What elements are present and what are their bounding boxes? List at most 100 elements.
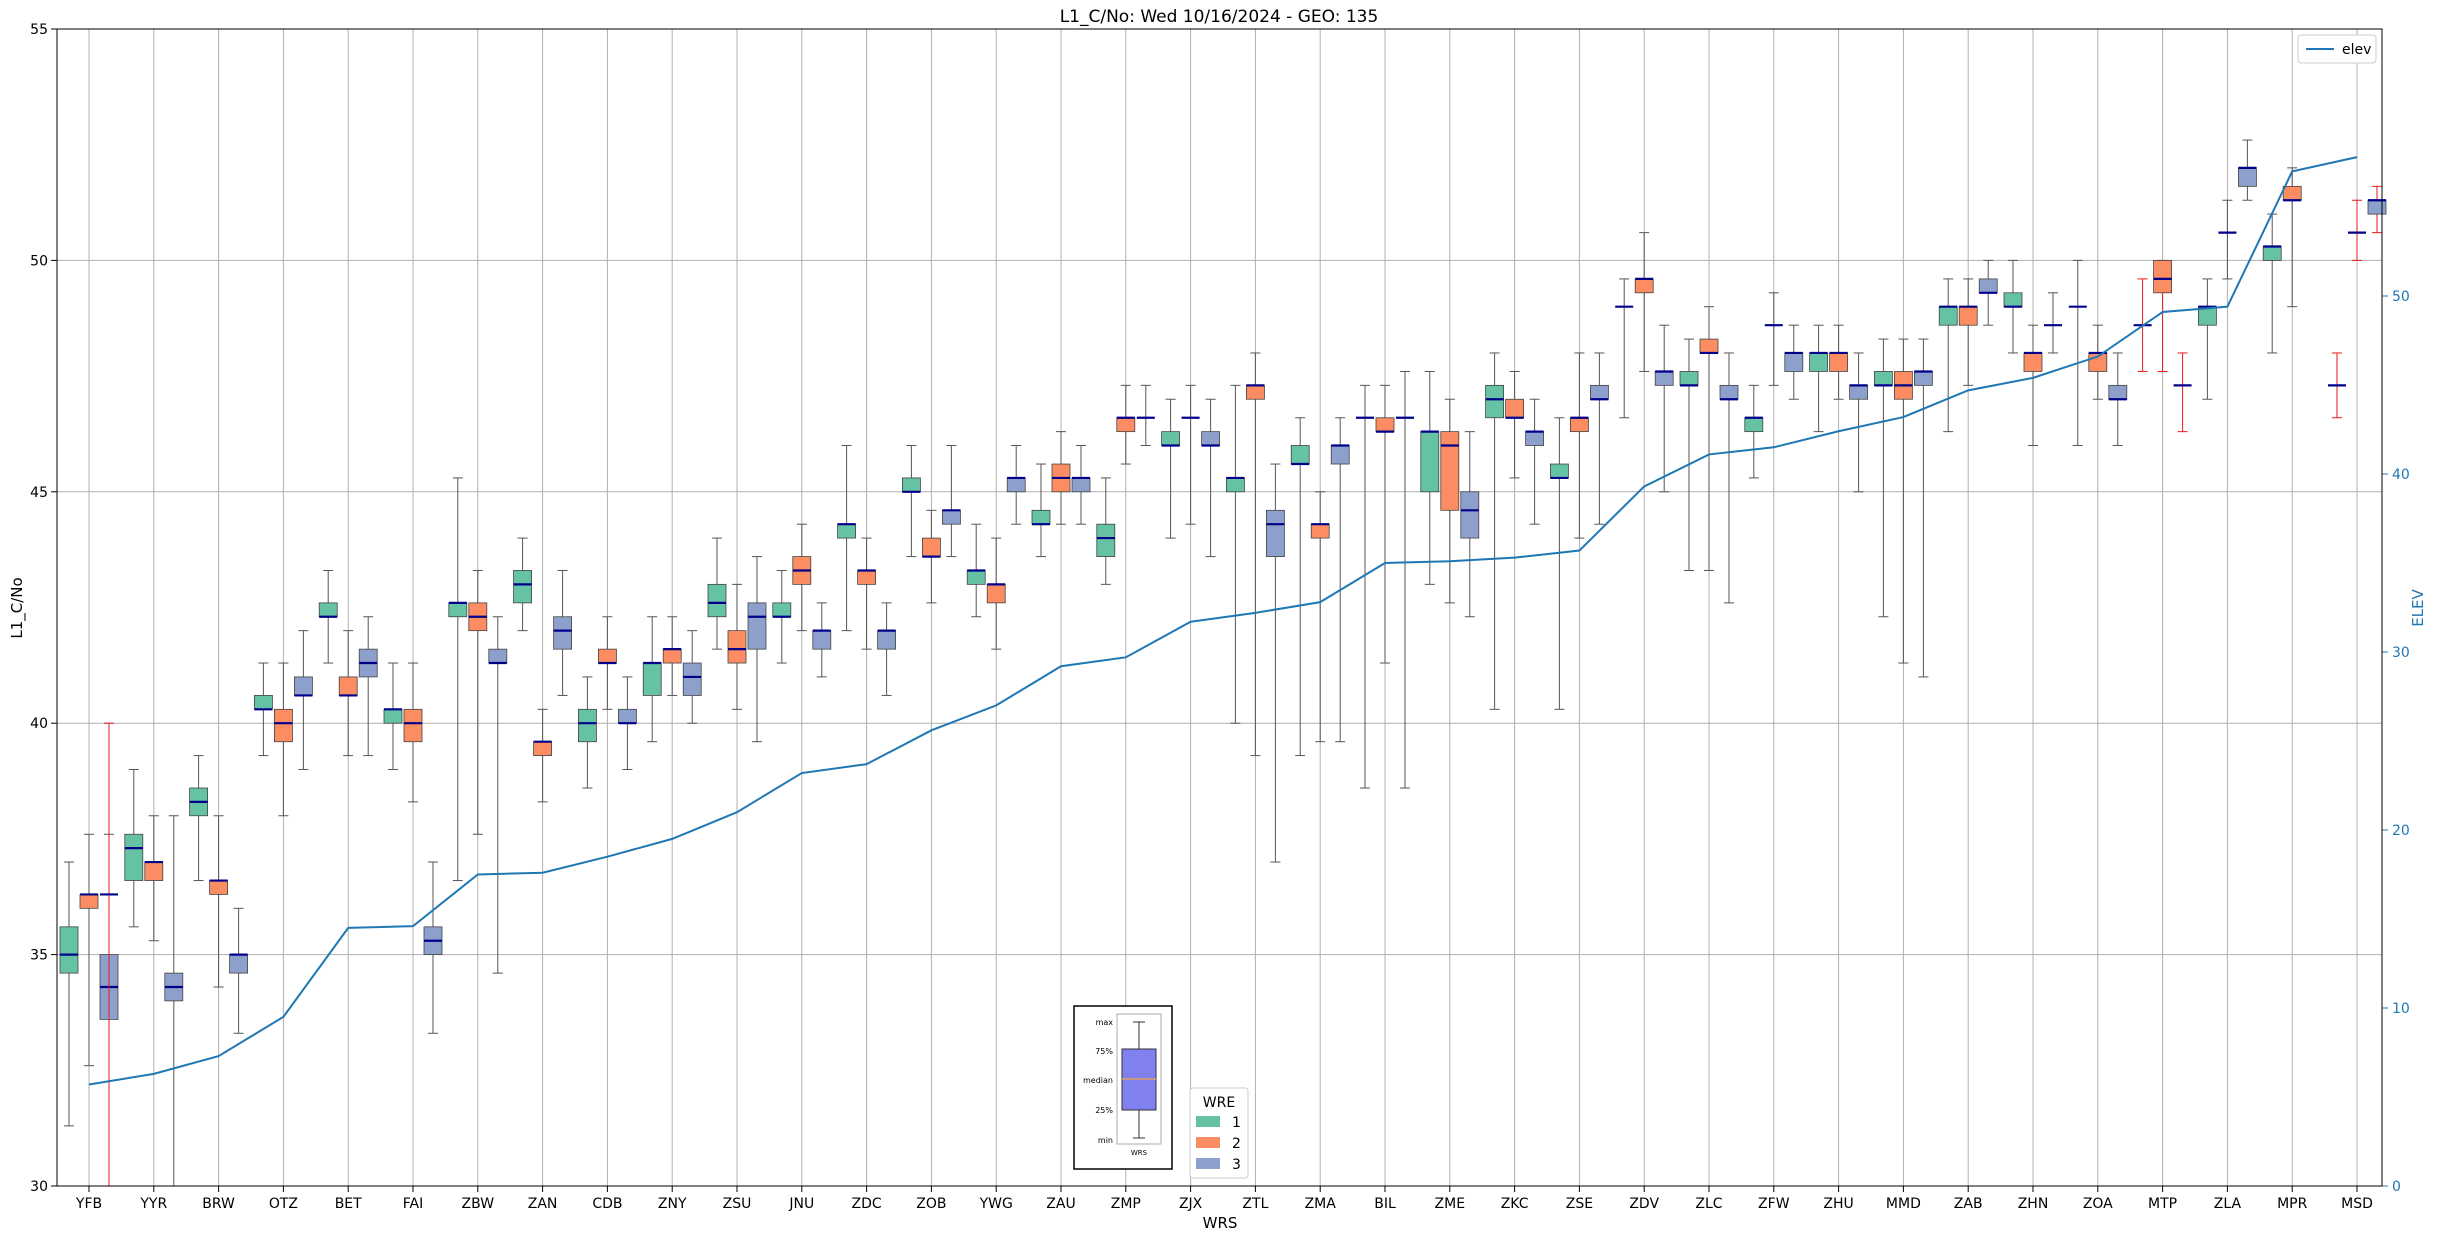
box-zmp-1 <box>1096 477 1116 585</box>
box-iqr <box>553 616 572 650</box>
x-tick-label: ZSE <box>1566 1196 1593 1212</box>
box-iqr <box>1031 509 1051 525</box>
x-tick-label: ZLC <box>1695 1196 1722 1212</box>
box-iqr <box>1161 431 1180 446</box>
box-iqr <box>747 602 767 650</box>
box-yyr-3 <box>164 815 184 1187</box>
box-zny-1 <box>642 616 662 743</box>
box-zse-3 <box>1590 352 1609 525</box>
boxplot-key-inset: max 75% median 25% min WRS <box>1073 1005 1173 1170</box>
box-zau-3 <box>1071 445 1091 525</box>
x-tick-label: ZKC <box>1501 1196 1529 1212</box>
y-right-tick-label: 20 <box>2392 823 2410 839</box>
box-otz-2 <box>273 662 293 817</box>
elev-legend-label: elev <box>2342 42 2371 58</box>
box-ywg-3 <box>1006 445 1026 525</box>
box-zme-3 <box>1460 431 1480 618</box>
box-zhn-2 <box>2023 324 2043 447</box>
inset-axes <box>1116 1013 1162 1145</box>
box-zau-2 <box>1051 431 1071 525</box>
box-fai-2 <box>403 662 423 803</box>
box-zdc-3 <box>877 602 896 696</box>
plot-frame <box>56 28 2383 1187</box>
box-iqr <box>966 570 986 585</box>
box-iqr <box>1938 306 1958 326</box>
box-iqr <box>578 708 597 743</box>
x-tick-label: MTP <box>2148 1196 2177 1212</box>
box-zdv-3 <box>1654 324 1674 493</box>
box-iqr <box>253 695 273 710</box>
x-tick-label: ZBW <box>462 1196 495 1212</box>
box-zkc-3 <box>1525 398 1544 525</box>
x-tick-label: BRW <box>202 1196 235 1212</box>
box-ywg-2 <box>986 537 1006 650</box>
box-iqr <box>488 648 508 664</box>
box-zhn-3 <box>2044 292 2062 354</box>
box-zhu-2 <box>1829 324 1848 400</box>
x-tick-label: ZMA <box>1305 1196 1337 1212</box>
box-otz-3 <box>293 630 313 770</box>
box-bet-3 <box>358 616 378 757</box>
box-iqr <box>1829 352 1848 372</box>
box-zsu-2 <box>727 583 747 710</box>
x-tick-label: ZHU <box>1823 1196 1853 1212</box>
box-zan-2 <box>533 708 552 803</box>
box-iqr <box>1116 417 1136 433</box>
inset-label: 25% <box>1095 1106 1113 1115</box>
box-iqr <box>403 708 423 743</box>
x-tick-label: ZSU <box>723 1196 752 1212</box>
x-tick-label: ZNY <box>658 1196 687 1212</box>
wre-legend-box <box>1189 1087 1249 1179</box>
box-zdc-2 <box>857 537 876 650</box>
y-tick-label: 40 <box>30 716 48 732</box>
box-zla-1 <box>2197 278 2217 400</box>
box-iqr <box>812 630 832 650</box>
x-tick-label: FAI <box>403 1196 423 1212</box>
box-iqr <box>642 662 662 696</box>
x-tick-label: MSD <box>2341 1196 2373 1212</box>
y-tick-label: 35 <box>30 948 48 964</box>
inset-xlabel: WRS <box>1131 1149 1148 1157</box>
box-iqr <box>902 477 921 493</box>
box-iqr <box>1570 417 1589 433</box>
box-iqr <box>1914 371 1933 386</box>
box-zbw-1 <box>448 477 468 882</box>
box-iqr <box>1654 371 1674 386</box>
box-zjx-2 <box>1181 384 1200 525</box>
box-iqr <box>1096 523 1116 557</box>
box-bet-2 <box>338 630 358 757</box>
box-jnu-3 <box>812 602 832 678</box>
wre-legend-label: 2 <box>1232 1136 1241 1152</box>
box-zlc-1 <box>1679 338 1699 571</box>
x-tick-label: ZOA <box>2083 1196 2113 1212</box>
box-iqr <box>383 708 403 724</box>
box-zma-2 <box>1310 491 1330 743</box>
box-zkc-2 <box>1505 370 1524 479</box>
box-iqr <box>1744 417 1764 433</box>
box-zhn-1 <box>2003 259 2023 354</box>
x-tick-label: BET <box>335 1196 362 1212</box>
box-bet-1 <box>318 569 338 664</box>
x-tick-label: ZAN <box>528 1196 558 1212</box>
box-mtp-2 <box>2153 259 2173 372</box>
y-right-tick-label: 0 <box>2392 1179 2401 1195</box>
x-tick-label: ZHN <box>2018 1196 2049 1212</box>
x-tick-label: CDB <box>592 1196 622 1212</box>
box-yfb-1 <box>59 861 79 1127</box>
box-iqr <box>2023 352 2043 372</box>
box-zny-2 <box>662 616 682 696</box>
box-iqr <box>1201 431 1220 446</box>
box-mmd-2 <box>1894 338 1913 664</box>
box-zhu-3 <box>1849 352 1868 493</box>
plot-area <box>57 29 2382 1186</box>
box-mtp-3 <box>2173 352 2192 433</box>
chart-title: L1_C/No: Wed 10/16/2024 - GEO: 135 <box>1060 7 1379 27</box>
x-tick-label: OTZ <box>269 1196 298 1212</box>
box-iqr <box>772 602 792 618</box>
box-zsu-3 <box>747 556 767 743</box>
box-iqr <box>209 880 229 895</box>
box-bil-2 <box>1375 384 1395 664</box>
box-zma-3 <box>1330 417 1350 743</box>
wre-legend-label: 1 <box>1232 1115 1241 1131</box>
box-fai-3 <box>423 861 443 1034</box>
